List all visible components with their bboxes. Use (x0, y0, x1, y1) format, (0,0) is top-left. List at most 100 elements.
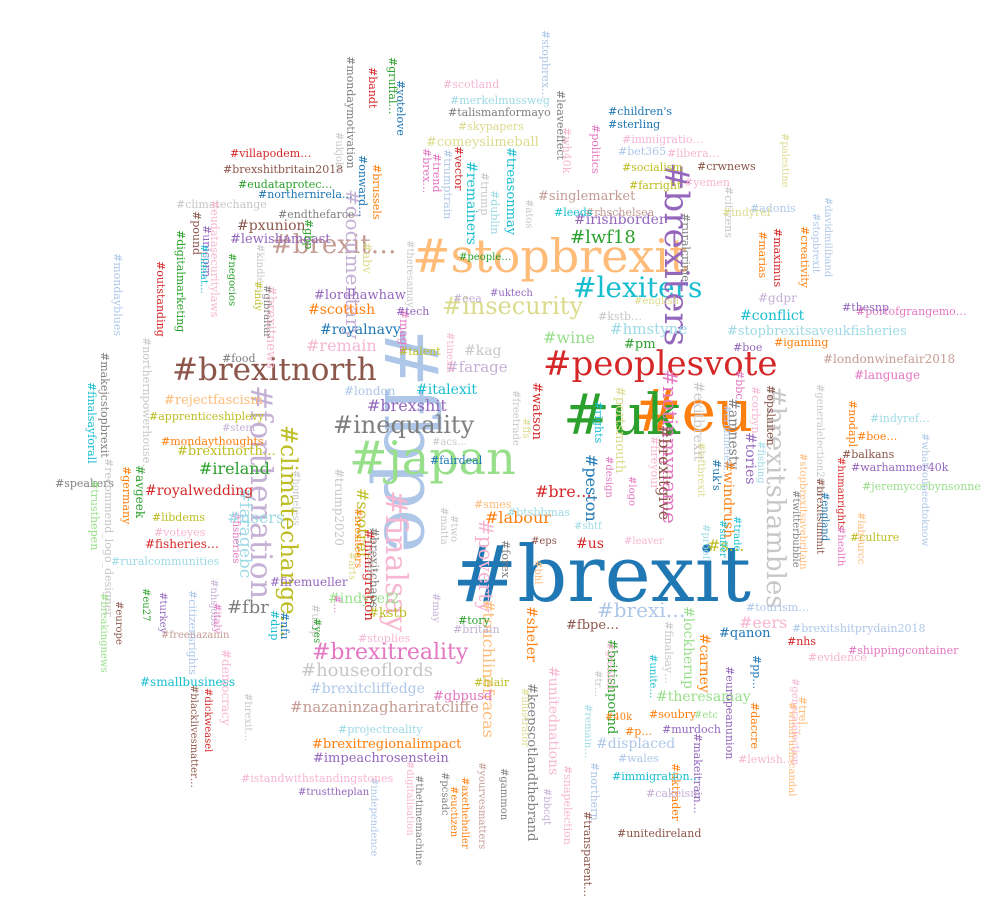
word-cloud-term: #windrushscandal (786, 702, 797, 797)
word-cloud-term: #royalwedding (145, 483, 254, 499)
word-cloud-term: #treasonmay (503, 147, 518, 236)
word-cloud-term: #axetheheller (459, 777, 470, 849)
word-cloud-term: #brexshit (367, 396, 447, 415)
word-cloud-term: #forex (499, 540, 512, 578)
word-cloud-term: #bhl (532, 560, 543, 585)
word-cloud-term: #matta (438, 507, 449, 545)
word-cloud-term: #culture (850, 531, 900, 544)
word-cloud-term: #outstanding (154, 261, 167, 337)
word-cloud-term: #trel… (796, 696, 809, 736)
word-cloud-term: #scotland (443, 78, 500, 91)
word-cloud-term: #democracy (219, 649, 233, 726)
word-cloud-term: #eudatasecuritylaws (208, 200, 221, 318)
word-cloud-term: #indyref2 (328, 591, 400, 607)
word-cloud-term: #breakingnews (98, 593, 109, 673)
word-cloud-term: #fishing (755, 441, 766, 484)
word-cloud-term: #vector (452, 146, 465, 191)
word-cloud-term: #kindle… (254, 244, 265, 294)
word-cloud-term: #tory (458, 614, 490, 627)
word-cloud-term: #atos (523, 199, 534, 229)
word-cloud-term: #gammon (498, 768, 509, 821)
word-cloud-term: #europe (113, 601, 124, 645)
word-cloud-term: #ireland (199, 459, 270, 478)
word-cloud-term: #btsbbmas (507, 506, 571, 519)
word-cloud-term: #irishborder (574, 212, 666, 228)
word-cloud-term: #trumptrain (441, 149, 454, 220)
word-cloud-term: #gdpr (758, 291, 797, 305)
word-cloud-term: #health (835, 526, 846, 567)
word-cloud-term: #brexitnorth… (177, 444, 276, 459)
word-cloud-term: #us (576, 536, 604, 552)
word-cloud-term: #socialism (622, 161, 683, 174)
word-cloud-term: #tinexit (444, 332, 455, 373)
word-cloud-term: #shippingcontainer (848, 644, 959, 657)
word-cloud-term: #boe (733, 341, 763, 354)
word-cloud-term: #bre… (535, 482, 592, 501)
word-cloud-term: #creativity (798, 226, 811, 289)
word-cloud-term: #stoplies (358, 632, 411, 645)
word-cloud-term: #trend (430, 153, 443, 193)
word-cloud-term: #blair (474, 676, 510, 689)
word-cloud-term: #uk (563, 383, 680, 448)
word-cloud-term: #italy (211, 603, 222, 634)
word-cloud-term: #remainers (463, 161, 479, 245)
word-cloud-term: #english (634, 296, 680, 307)
word-cloud-term: #rejectfascism (164, 393, 263, 408)
word-cloud-term: #evidence (808, 651, 867, 664)
word-cloud-term: #40k (605, 712, 633, 723)
word-cloud-term: #tech (396, 305, 430, 318)
word-cloud-term: #s… (707, 536, 745, 555)
word-cloud-term: #acs… (432, 437, 468, 448)
word-cloud-term: #ruralcommunities (111, 555, 220, 568)
word-cloud-term: #eudataprotec… (238, 178, 333, 191)
word-cloud-term: #transparent… (581, 811, 594, 898)
word-cloud-term: #merkelmussweg (450, 94, 550, 107)
word-cloud-term: #stopbrexit (412, 229, 688, 283)
word-cloud-term: #carney (696, 633, 712, 693)
word-cloud-term: #freenazanin (161, 630, 230, 641)
word-cloud-term: #kag (464, 343, 502, 359)
word-cloud-term: #nfu (278, 612, 291, 640)
word-cloud-term: #pm (624, 337, 656, 352)
word-cloud-term: #eea (453, 292, 482, 305)
word-cloud-term: #fbpe… (566, 618, 620, 633)
word-cloud-term: #wine (543, 328, 595, 347)
word-cloud-term: #libera… (667, 147, 720, 160)
word-cloud-term: #makejcstopbrexit (98, 352, 111, 458)
word-cloud-term: #leaver (624, 536, 664, 547)
word-cloud-term: #skypapers (458, 120, 524, 133)
word-cloud-term: #singlemarket (538, 189, 636, 204)
word-cloud-term: #unite… (647, 654, 658, 699)
word-cloud-term: #fireyour (648, 436, 661, 490)
word-cloud-term: #twitterbubble (790, 490, 801, 568)
word-cloud-term: #kstb… (598, 310, 642, 323)
word-cloud-term: #eu27 (140, 588, 151, 622)
word-cloud-term: #brexit… (271, 230, 397, 260)
word-cloud-term: #murdoch (662, 723, 721, 736)
word-cloud-term: #p… (625, 725, 653, 738)
word-cloud-term: #immigration… (612, 770, 701, 783)
word-cloud-term: #hmstyne (610, 320, 688, 338)
word-cloud-term: #lockherup (680, 606, 696, 689)
word-cloud-term: #marias (756, 231, 769, 279)
word-cloud-term: #libdems (152, 511, 205, 524)
word-cloud-term: #unitedireland (617, 827, 702, 840)
word-cloud-term: #wales (618, 752, 659, 765)
word-cloud-term: #brexitregionalimpact (312, 737, 462, 752)
word-cloud-term: #palestine (779, 133, 790, 188)
word-cloud-term: #gbpusd (433, 689, 493, 704)
word-cloud-term: #unitednations (545, 666, 561, 776)
word-cloud-term: #mondaythoughts (161, 435, 264, 448)
word-cloud-term: #peston (582, 454, 601, 522)
word-cloud-term: #smallbusiness (140, 675, 235, 689)
word-cloud-term: #brexitcliffedge (310, 681, 425, 697)
word-cloud-term: #corbyn (749, 386, 762, 434)
word-cloud-term: #people… (459, 252, 512, 263)
word-cloud-term: #italexit (416, 382, 477, 398)
word-cloud-term: #houseoflords (301, 660, 434, 681)
word-cloud-term: #talismanformayo (448, 106, 551, 119)
word-cloud-term: #independence (368, 777, 379, 857)
word-cloud-term: #japan (349, 431, 516, 485)
word-cloud-term: #remain (306, 336, 377, 355)
word-cloud-term: #smes (474, 498, 512, 511)
